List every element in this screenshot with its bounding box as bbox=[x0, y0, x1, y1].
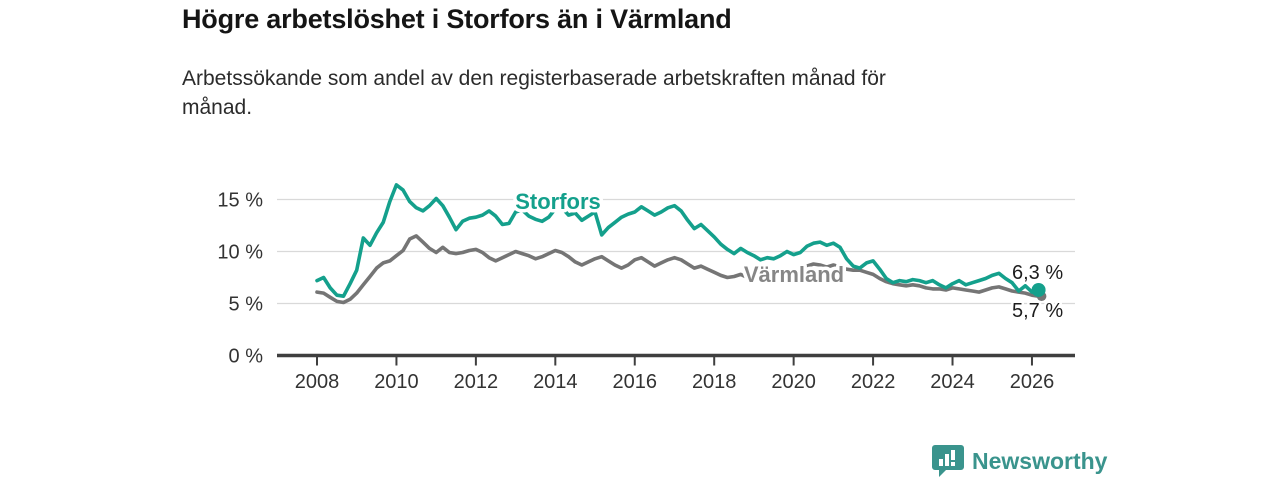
end-value-label-varmland: 5,7 % bbox=[1012, 300, 1063, 322]
x-tick-label-2016: 2016 bbox=[613, 371, 658, 393]
series-label-varmland: Värmland bbox=[744, 262, 844, 287]
bar-chart-speech-bubble-icon bbox=[932, 445, 964, 477]
y-tick-label-10: 10 % bbox=[217, 242, 263, 264]
series-line-värmland bbox=[315, 234, 1041, 305]
x-tick-label-2020: 2020 bbox=[771, 371, 816, 393]
end-dot-storfors bbox=[1031, 282, 1046, 297]
series-label-storfors: Storfors bbox=[515, 189, 601, 214]
x-tick-label-2018: 2018 bbox=[692, 371, 737, 393]
chart-subtitle: Arbetssökande som andel av den registerb… bbox=[182, 64, 1062, 122]
x-tick-label-2014: 2014 bbox=[533, 371, 578, 393]
series-line-storfors bbox=[315, 183, 1041, 299]
page-title: Högre arbetslöshet i Storfors än i Värml… bbox=[182, 4, 732, 34]
x-tick-label-2010: 2010 bbox=[374, 371, 419, 393]
newsworthy-brand: Newsworthy bbox=[932, 444, 1107, 478]
end-value-label-storfors: 6,3 % bbox=[1012, 262, 1063, 284]
brand-name: Newsworthy bbox=[972, 447, 1108, 474]
x-tick-label-2026: 2026 bbox=[1010, 371, 1055, 393]
x-tick-label-2024: 2024 bbox=[930, 371, 975, 393]
subtitle-line-1: Arbetssökande som andel av den registerb… bbox=[182, 67, 886, 90]
x-tick-label-2022: 2022 bbox=[851, 371, 896, 393]
y-tick-label-0: 0 % bbox=[229, 346, 264, 368]
x-tick-label-2012: 2012 bbox=[454, 371, 499, 393]
x-tick-label-2008: 2008 bbox=[295, 371, 340, 393]
y-tick-label-5: 5 % bbox=[229, 294, 264, 316]
subtitle-line-2: månad. bbox=[182, 96, 253, 119]
y-tick-label-15: 15 % bbox=[217, 190, 263, 212]
